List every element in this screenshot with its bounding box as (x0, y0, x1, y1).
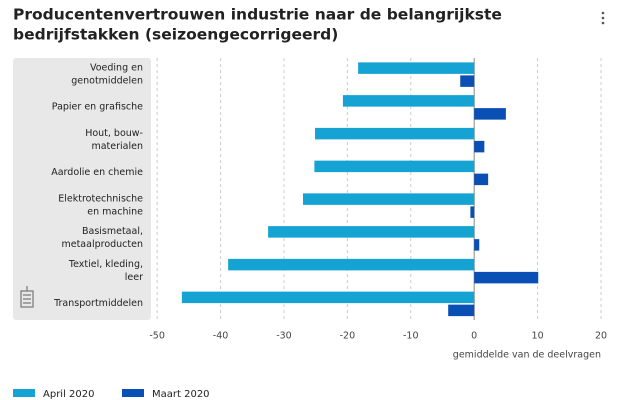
y-tick-label: Transportmiddelen (53, 298, 143, 309)
label-panel (13, 58, 151, 320)
y-tick-label: Hout, bouw- (85, 128, 143, 139)
y-tick-label: Basismetaal, (82, 226, 143, 237)
bar (474, 140, 485, 153)
y-tick-label: Elektrotechnische (58, 193, 143, 204)
bar (474, 108, 506, 120)
bar (342, 95, 475, 107)
y-tick-label: Aardolie en chemie (51, 167, 143, 178)
x-tick-label: 0 (471, 331, 477, 342)
bar (460, 75, 475, 87)
x-tick-label: -40 (213, 331, 229, 342)
bar (474, 173, 489, 186)
y-tick-label: Textiel, kleding, (68, 259, 143, 270)
chart-title: bedrijfstakken (seizoengecorrigeerd) (13, 26, 338, 44)
y-tick-label: genotmiddelen (71, 75, 143, 86)
x-axis-label: gemiddelde van de deelvragen (453, 350, 601, 361)
legend-swatch (13, 389, 35, 397)
x-tick-label: -30 (276, 331, 292, 342)
building-icon (20, 286, 34, 308)
y-tick-label: metaalproducten (61, 239, 143, 250)
legend-swatch (122, 389, 144, 397)
x-tick-label: 10 (532, 331, 544, 342)
bar (474, 271, 539, 284)
x-tick-label: -50 (149, 331, 165, 342)
x-tick-label: 20 (595, 331, 607, 342)
y-tick-label: Voeding en (90, 62, 143, 73)
bar (228, 258, 475, 271)
x-tick-label: -20 (340, 331, 356, 342)
bar (315, 127, 475, 140)
menu-icon[interactable] (601, 11, 605, 25)
y-tick-label: materialen (91, 141, 143, 152)
bar (181, 291, 475, 304)
bar (302, 193, 475, 205)
y-tick-label: Papier en grafische (52, 102, 143, 113)
chart-title: Producentenvertrouwen industrie naar de … (13, 6, 502, 24)
bar (448, 304, 475, 317)
bar (474, 239, 480, 251)
y-tick-label: leer (125, 272, 143, 283)
bar (358, 62, 475, 74)
bar (470, 206, 475, 218)
legend-label: April 2020 (43, 389, 94, 400)
x-tick-label: -10 (403, 331, 419, 342)
y-tick-label: en machine (87, 206, 143, 217)
bar (268, 226, 475, 238)
legend-label: Maart 2020 (152, 389, 210, 400)
bar (314, 160, 475, 173)
